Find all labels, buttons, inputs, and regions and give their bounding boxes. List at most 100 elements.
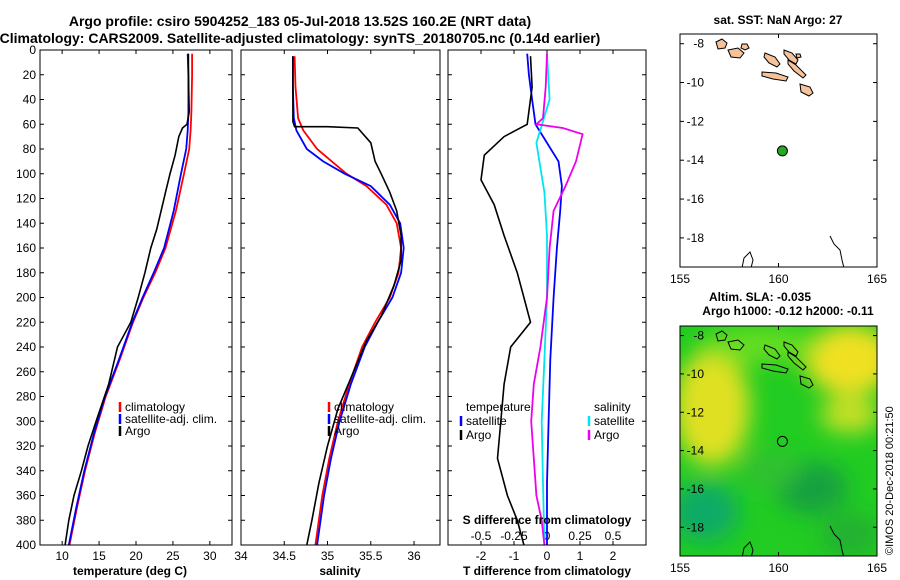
- temperature-climatology-line: [68, 53, 194, 545]
- island: [787, 59, 807, 79]
- sla-low-patch: [820, 513, 877, 556]
- sla-map-title: Altim. SLA: -0.035: [709, 290, 811, 304]
- sst-map-land: [715, 38, 845, 267]
- s-diff-argo-line: [530, 53, 584, 545]
- sst-map-lat-axis: -8 -10 -12 -14 -16 -18: [680, 37, 877, 245]
- x2-tick-label: -0.25: [500, 529, 528, 543]
- lat-tick-label: -18: [687, 231, 705, 245]
- lon-tick-label: 160: [768, 561, 788, 575]
- y-tick-label: 300: [16, 414, 36, 428]
- x-tick-label: -2: [476, 549, 487, 563]
- reef-outline: [829, 525, 845, 556]
- lat-tick-label: -10: [687, 367, 705, 381]
- y-tick-label: 280: [16, 390, 36, 404]
- x-tick-label: 15: [92, 549, 106, 563]
- reef-outline: [741, 251, 754, 267]
- lon-tick-label: 155: [670, 272, 690, 286]
- argo-location-marker: [776, 435, 788, 447]
- y-tick-label: 320: [16, 439, 36, 453]
- sla-high-patch: [680, 350, 750, 466]
- x-tick-label: 2: [610, 549, 617, 563]
- y-tick-label: 40: [23, 93, 37, 107]
- x2-tick-label: 0.5: [605, 529, 622, 543]
- reef-outline: [829, 235, 845, 267]
- sla-high-patch: [805, 326, 877, 395]
- island-outline: [715, 330, 728, 342]
- x-tick-label: 25: [166, 549, 180, 563]
- difference-x2-label: S difference from climatology: [463, 513, 632, 527]
- sla-map-lat-axis: -8 -10 -12 -14 -16 -18: [680, 329, 877, 534]
- t-diff-satellite-line: [526, 53, 563, 545]
- temperature-x-label: temperature (deg C): [73, 564, 187, 578]
- difference-y-ticks: [448, 49, 646, 546]
- sst-map-lon-axis: 155 160 165: [670, 34, 887, 286]
- legend-argo: Argo: [125, 424, 151, 438]
- y-tick-label: 240: [16, 340, 36, 354]
- island-outline: [761, 363, 789, 374]
- y-tick-label: 220: [16, 315, 36, 329]
- temperature-frame: [39, 49, 233, 546]
- x-tick-label: 30: [203, 549, 217, 563]
- x-tick-label: 10: [55, 549, 69, 563]
- lat-tick-label: -16: [687, 192, 705, 206]
- legend-t-argo: Argo: [466, 428, 492, 442]
- temperature-argo-line: [64, 53, 191, 545]
- x2-tick-label: 0.25: [568, 529, 592, 543]
- y-tick-label: 80: [23, 142, 37, 156]
- legend-satellite-adj: satellite-adj. clim.: [125, 412, 217, 426]
- x-tick-label: 20: [129, 549, 143, 563]
- x-tick-label: 35.5: [359, 549, 383, 563]
- header-line-1: Argo profile: csiro 5904252_183 05-Jul-2…: [69, 13, 531, 29]
- lat-tick-label: -10: [687, 76, 705, 90]
- y-tick-label: 60: [23, 117, 37, 131]
- y-tick-label: 0: [29, 43, 36, 57]
- lat-tick-label: -16: [687, 482, 705, 496]
- lat-tick-label: -18: [687, 520, 705, 534]
- lon-tick-label: 165: [867, 272, 887, 286]
- island-outline: [787, 351, 807, 371]
- difference-frame: [447, 49, 647, 546]
- island: [761, 71, 789, 82]
- lat-tick-label: -8: [693, 37, 704, 51]
- lat-tick-label: -14: [687, 153, 705, 167]
- temperature-panel: 0 20 40 60 80 100 120 140 160 180 200 220 240 260 280 3…: [16, 43, 233, 578]
- temperature-satellite-adj-line: [67, 53, 190, 545]
- salinity-climatology-line: [293, 56, 403, 545]
- legend-climatology: climatology: [334, 400, 394, 414]
- legend-s-argo: Argo: [594, 428, 620, 442]
- imos-watermark: ©IMOS 20-Dec-2018 00:21:50: [884, 406, 896, 555]
- lon-tick-label: 160: [768, 272, 788, 286]
- salinity-x-axis: 34 34.5 35 35.5 36: [234, 50, 421, 563]
- y-tick-label: 20: [23, 68, 37, 82]
- s-diff-satellite-line: [535, 53, 551, 545]
- legend-t-satellite: satellite: [466, 414, 507, 428]
- x-tick-label: 1: [577, 549, 584, 563]
- sla-high-patch: [820, 397, 877, 433]
- x2-tick-label: -0.5: [471, 529, 492, 543]
- sst-map-panel: sat. SST: NaN Argo: 27 -8 -10 -12 -14 -16 -18…: [670, 13, 887, 286]
- sla-low-patch: [680, 482, 739, 542]
- legend-satellite-adj: satellite-adj. clim.: [334, 412, 426, 426]
- salinity-y-ticks: [241, 49, 440, 546]
- y-tick-label: 100: [16, 167, 36, 181]
- temperature-y-axis: 0 20 40 60 80 100 120 140 160 180 200 220 240 260 280 3…: [16, 43, 232, 552]
- island-outline: [799, 375, 814, 389]
- temperature-x-axis: 10 15 20 25 30: [55, 50, 217, 563]
- x-tick-label: 34: [234, 549, 248, 563]
- lon-tick-label: 165: [867, 561, 887, 575]
- island: [799, 83, 814, 97]
- temperature-legend: climatology satellite-adj. clim. Argo: [118, 400, 217, 438]
- header-line-2: Climatology: CARS2009. Satellite-adjuste…: [0, 30, 600, 46]
- lat-tick-label: -12: [687, 405, 705, 419]
- sla-heatmap: [680, 326, 877, 556]
- sla-map-lon-axis: 155 160 165: [670, 326, 887, 575]
- y-tick-label: 340: [16, 464, 36, 478]
- y-tick-label: 180: [16, 266, 36, 280]
- island: [763, 52, 781, 68]
- legend-argo: Argo: [334, 424, 360, 438]
- sla-mid-patch: [700, 327, 820, 363]
- x-tick-label: 35: [321, 549, 335, 563]
- island-outline: [783, 341, 799, 357]
- lat-tick-label: -12: [687, 114, 705, 128]
